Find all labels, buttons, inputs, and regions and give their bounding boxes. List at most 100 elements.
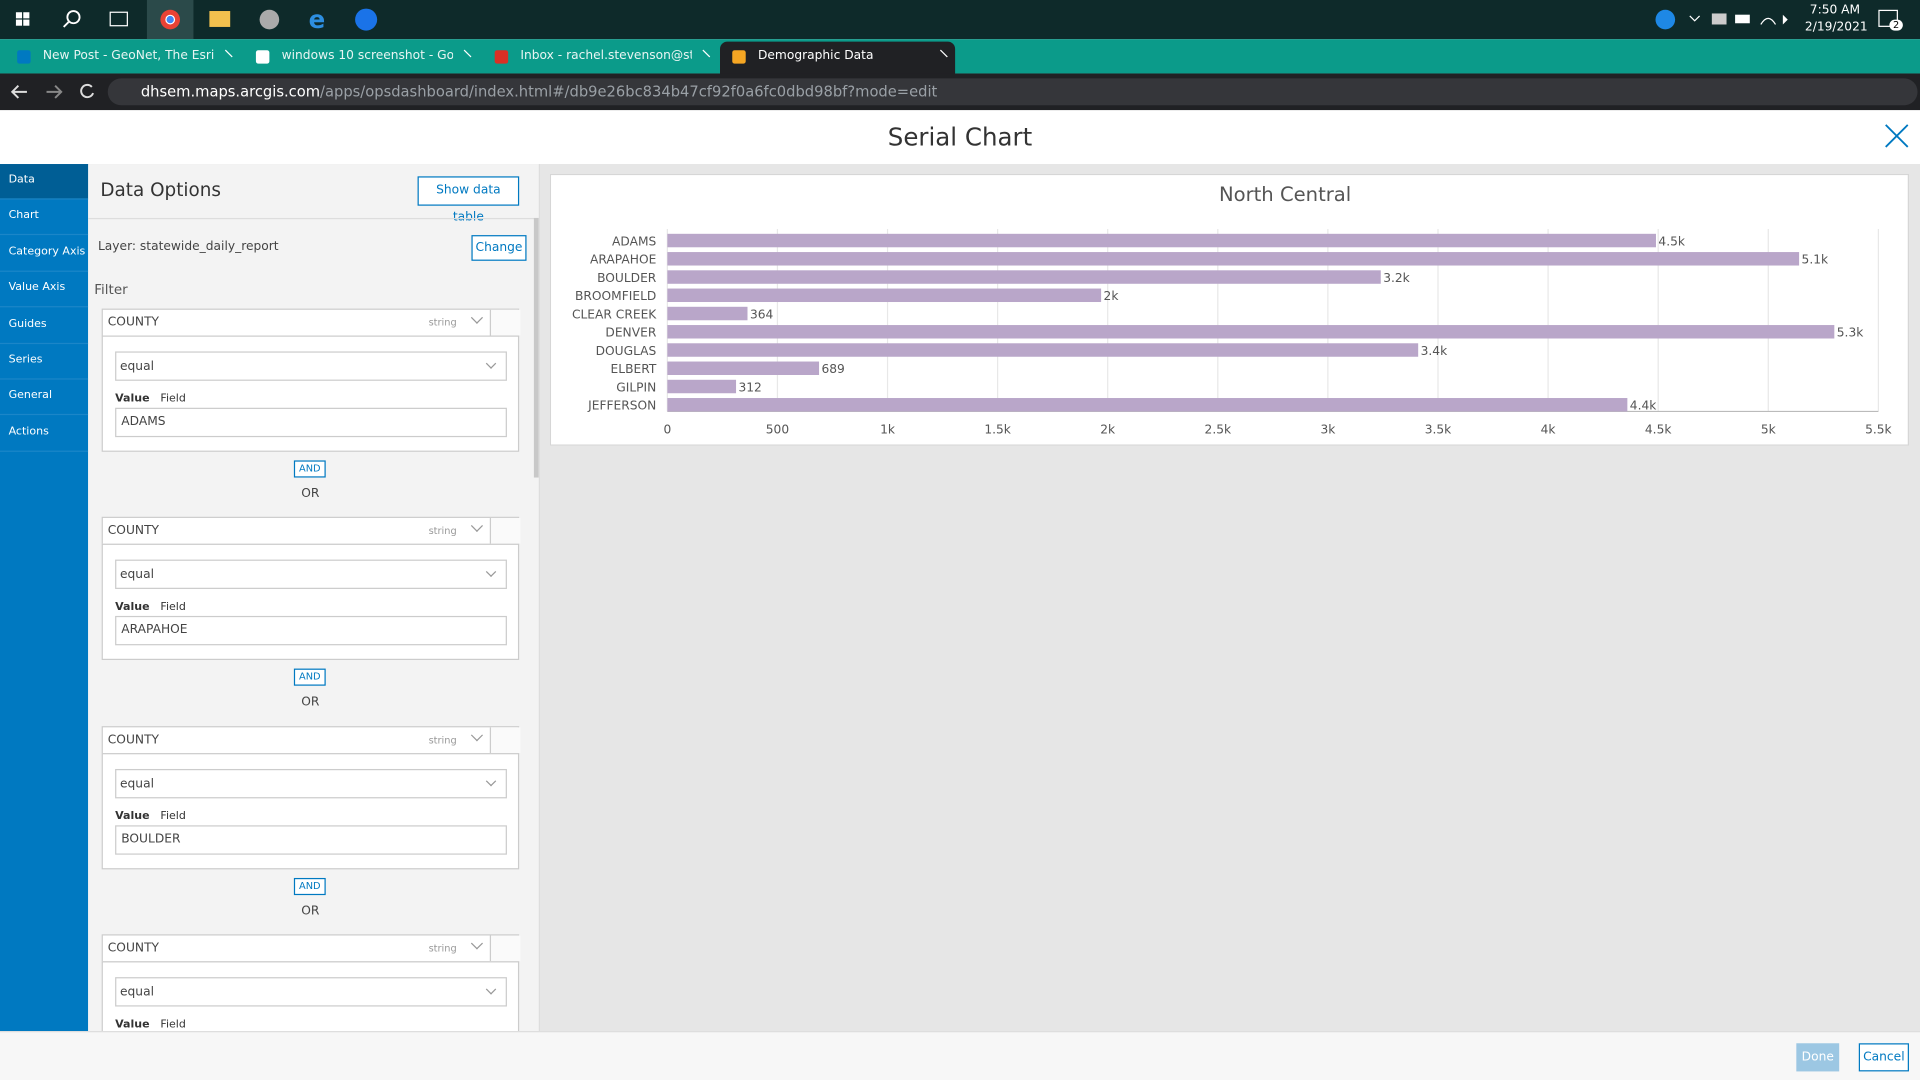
x-tick-label: 2.5k (1205, 422, 1232, 436)
dialog-footer: Done Cancel (0, 1031, 1920, 1080)
select-arrow (485, 775, 497, 787)
show-data-table-button[interactable]: Show data table (417, 176, 520, 224)
value-label: Value (115, 393, 150, 406)
filter-dropdown-arrow[interactable] (470, 937, 483, 950)
notification-icon[interactable] (1878, 9, 1898, 27)
bar (667, 252, 1800, 266)
value-label: 5.1k (1802, 253, 1829, 267)
nav-buttons[interactable] (0, 73, 110, 110)
nav-item[interactable]: Value Axis (0, 272, 89, 308)
nav-item[interactable]: Series (0, 344, 89, 380)
browser-tab[interactable]: Demographic Data (720, 41, 956, 74)
x-tick-label: 4k (1541, 422, 1557, 436)
nav-item[interactable]: General (0, 380, 89, 416)
bar (667, 343, 1419, 357)
and-button[interactable]: AND (293, 669, 326, 687)
value-input[interactable]: BOULDER (115, 825, 507, 855)
nav-label: Series (8, 353, 43, 367)
tab-close[interactable] (933, 49, 948, 65)
x-tick-label: 500 (766, 422, 789, 436)
filter-dropdown-arrow[interactable] (470, 311, 483, 324)
tab-bar: New Post - GeoNet, The Esri Co windows 10… (0, 39, 1920, 74)
tab-close[interactable] (217, 49, 233, 65)
taskbar: e 7:50 AM 2/19/2021 2 (0, 0, 1920, 40)
value-label: Value (115, 810, 150, 823)
operator-select[interactable]: equal (115, 768, 507, 799)
tab-title: Demographic Data (757, 48, 874, 63)
tab-close[interactable] (456, 49, 472, 65)
field-label: Field (160, 601, 186, 614)
clock-date: 2/19/2021 (1804, 20, 1868, 35)
bar (667, 398, 1628, 412)
omnibox[interactable] (107, 78, 1918, 106)
tab-close[interactable] (695, 49, 711, 65)
nav-label: Chart (8, 209, 39, 223)
delete-button[interactable] (489, 518, 521, 545)
nav-item[interactable]: Category Axis (0, 236, 89, 272)
scrollbar[interactable] (533, 217, 539, 478)
bar (667, 288, 1102, 303)
x-tick-label: 1.5k (984, 422, 1011, 436)
value-input[interactable]: ADAMS (115, 407, 507, 438)
value-label: 3.2k (1383, 271, 1410, 285)
tray-icons (1655, 9, 1788, 30)
and-button[interactable]: AND (293, 460, 326, 478)
value-label: 5.3k (1837, 326, 1864, 340)
url-host: dhsem.maps.arcgis.com (140, 83, 321, 101)
value-label: Value (115, 1019, 150, 1032)
operator-select[interactable]: equal (115, 351, 507, 381)
y-tick-label: DOUGLAS (596, 344, 657, 358)
delete-button[interactable] (489, 309, 521, 336)
bar (667, 233, 1656, 248)
delete-button[interactable] (489, 727, 521, 753)
filter-dropdown-arrow[interactable] (470, 520, 483, 533)
nav-label: Guides (8, 317, 47, 331)
nav-label: General (8, 389, 53, 403)
delete-button[interactable] (489, 935, 521, 962)
url: dhsem.maps.arcgis.com/apps/opsdashboard/… (141, 83, 938, 100)
svg-text:e: e (309, 5, 326, 34)
side-nav: Data Chart Category Axis Value Axis Guides Se… (0, 164, 89, 1032)
operator-select[interactable]: equal (115, 977, 507, 1007)
nav-item[interactable]: Actions (0, 416, 89, 452)
nav-label: Value Axis (8, 281, 66, 295)
value-label: 4.4k (1630, 399, 1657, 413)
x-tick-label: 3.5k (1425, 422, 1452, 436)
y-tick-label: DENVER (605, 326, 656, 340)
or-label: OR (301, 695, 320, 710)
and-button[interactable]: AND (293, 877, 326, 895)
url-path: /apps/opsdashboard/index.html#/db9e26bc8… (320, 83, 938, 101)
filter-body: equal Value Field (101, 961, 520, 1032)
filter-header: COUNTY string (101, 517, 521, 546)
nav-item[interactable]: Data (0, 164, 89, 200)
value-input[interactable]: ARAPAHOE (115, 616, 507, 646)
bar (667, 379, 737, 394)
browser-tab[interactable]: windows 10 screenshot - Google (244, 42, 479, 74)
cancel-button[interactable]: Cancel (1858, 1043, 1909, 1072)
or-label: OR (301, 487, 320, 501)
select-arrow (485, 567, 497, 578)
bar (667, 361, 820, 375)
browser-tab[interactable]: Inbox - rachel.stevenson@state.c (482, 42, 717, 74)
browser-tab[interactable]: New Post - GeoNet, The Esri Co (5, 42, 240, 74)
x-tick-label: 5.5k (1865, 422, 1892, 436)
nav-item[interactable]: Guides (0, 308, 89, 344)
nav-label: Category Axis (8, 245, 86, 259)
change-button[interactable]: Change (471, 235, 527, 261)
operator-select[interactable]: equal (115, 560, 507, 590)
close-button[interactable] (1883, 122, 1910, 149)
filter-body: equal Value Field ARAPAHOE (101, 544, 520, 661)
filter-dropdown-arrow[interactable] (470, 728, 483, 742)
filter-field: COUNTY (107, 524, 160, 539)
done-button[interactable]: Done (1796, 1043, 1840, 1072)
taskbar-icons: e (15, 0, 378, 40)
divider (88, 217, 539, 220)
nav-item[interactable]: Chart (0, 200, 89, 236)
chart: North Central 0 500 1k 1.5k 2k 2.5k 3k 3.5k 4k 4.5… (572, 183, 1893, 437)
layer-label: Layer: statewide_daily_report (97, 240, 279, 254)
value-label: 312 (738, 380, 761, 394)
nav-label: Data (8, 173, 35, 187)
filter-body: equal Value Field BOULDER (101, 752, 520, 870)
